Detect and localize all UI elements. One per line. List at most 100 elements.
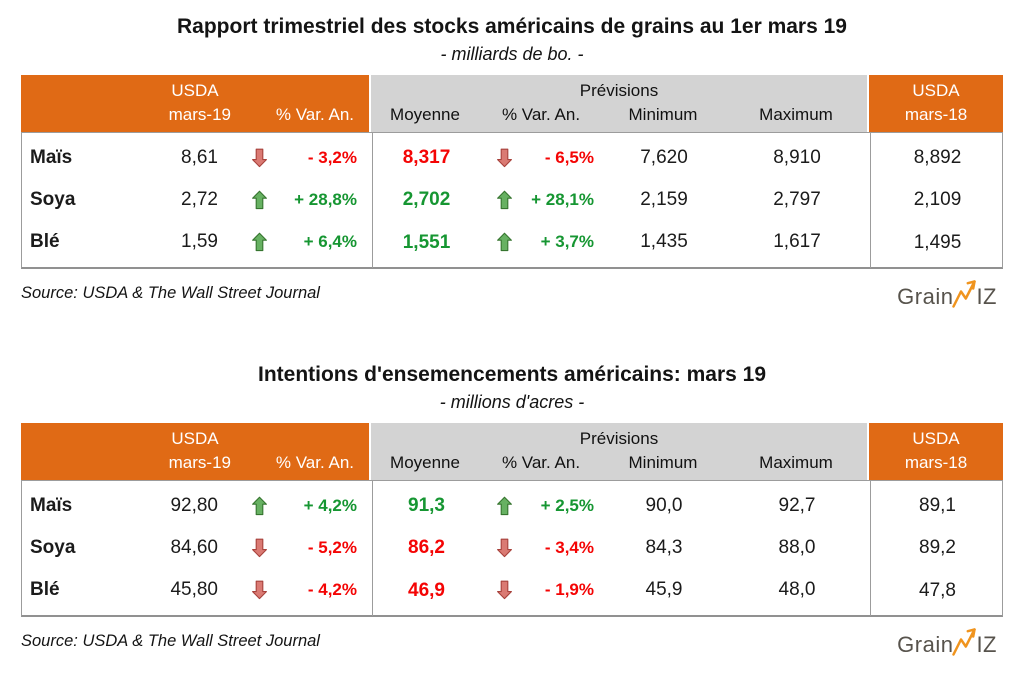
prevision-min: 45,9 [645,579,683,601]
table-header: USDA mars-19 % Var. An. Prévisions Moyen… [21,75,1003,133]
prevision-min: 1,435 [640,231,688,253]
usda-var-pct: - 5,2% [307,538,357,558]
header-group-usda-mars19: USDA mars-19 % Var. An. [21,75,371,133]
trend-arrow-icon [480,527,528,569]
table-header: USDA mars-19 % Var. An. Prévisions Moyen… [21,423,1003,481]
usda-mars18-value: 8,892 [870,132,1004,184]
trend-arrow-icon [232,137,287,179]
usda-mars18-value: 89,2 [870,523,1004,574]
header-pct-var: % Var. An. [501,105,581,125]
header-mars18: mars-18 [904,105,968,125]
trend-arrow-icon [480,485,528,527]
prevision-var-pct: + 3,7% [540,232,594,252]
prevision-moyenne: 86,2 [372,523,480,574]
prevision-min: 7,620 [640,147,688,169]
usda-mars19-value: 45,80 [170,579,218,601]
table-body: Maïs 8,61 - 3,2% 8,317 - 6,5% 7,620 8,91… [21,132,1004,270]
header-previsions: Prévisions [579,81,659,101]
prevision-var-pct: + 2,5% [540,496,594,516]
usda-mars19-value: 92,80 [170,495,218,517]
prevision-min: 84,3 [645,537,683,559]
prevision-max: 1,617 [773,231,821,253]
header-group-usda-mars18: USDA mars-18 [869,423,1003,481]
header-mars19: mars-19 [168,105,231,125]
trend-arrow-icon [232,527,287,569]
prevision-moyenne: 46,9 [372,565,480,617]
table-body: Maïs 92,80 + 4,2% 91,3 + 2,5% 90,0 92,7 … [21,480,1003,618]
header-group-usda-mars19: USDA mars-19 % Var. An. [21,423,371,481]
stocks-table: USDA mars-19 % Var. An. Prévisions Moyen… [21,75,1004,270]
header-pct-var: % Var. An. [501,453,581,473]
prevision-max: 48,0 [778,579,816,601]
trend-arrow-icon [232,179,287,221]
header-group-previsions: Prévisions Moyenne % Var. An. Minimum Ma… [371,423,869,481]
intentions-table: USDA mars-19 % Var. An. Prévisions Moyen… [21,423,1003,618]
source-note: Source: USDA & The Wall Street Journal [21,284,320,303]
grainwiz-arrow-icon [952,628,977,657]
prevision-var-pct: - 3,4% [544,538,594,558]
source-note: Source: USDA & The Wall Street Journal [21,632,320,651]
prevision-min: 90,0 [645,495,683,517]
prevision-var-pct: - 1,9% [544,580,594,600]
usda-mars19-value: 84,60 [170,537,218,559]
logo-text-iz: IZ [976,632,997,658]
prevision-max: 88,0 [778,537,816,559]
usda-mars18-value: 1,495 [870,217,1004,269]
usda-mars19-value: 8,61 [181,147,218,169]
header-usda-right: USDA [912,81,960,101]
prevision-var-pct: - 6,5% [544,148,594,168]
prevision-moyenne: 91,3 [372,480,480,532]
header-maximum: Maximum [759,105,833,125]
header-pct-var-left: % Var. An. [275,453,354,473]
header-mars18: mars-18 [904,453,968,473]
header-previsions: Prévisions [579,429,659,449]
logo-text-grain: Grain [897,284,954,310]
prevision-moyenne: 2,702 [372,175,480,226]
usda-mars18-value: 89,1 [870,480,1004,532]
row-label: Blé [30,231,60,253]
usda-mars18-value: 47,8 [870,565,1004,617]
trend-arrow-icon [232,485,287,527]
trend-arrow-icon [480,137,528,179]
usda-mars18-value: 2,109 [870,175,1004,226]
usda-mars19-value: 2,72 [181,189,218,211]
usda-var-pct: - 3,2% [307,148,357,168]
trend-arrow-icon [480,221,528,263]
header-minimum: Minimum [628,453,698,473]
prevision-max: 2,797 [773,189,821,211]
report-section-stocks: Rapport trimestriel des stocks américain… [0,0,1024,308]
usda-var-pct: + 4,2% [303,496,357,516]
table-row: Blé 45,80 - 4,2% 46,9 - 1,9% 45,9 48,0 4… [22,565,1002,617]
usda-mars19-value: 1,59 [181,231,218,253]
row-label: Blé [30,579,60,601]
logo-text-iz: IZ [976,284,997,310]
report-section-intentions: Intentions d'ensemencements américains: … [0,362,1024,658]
table-row: Blé 1,59 + 6,4% 1,551 + 3,7% 1,435 1,617… [22,217,1002,269]
trend-arrow-icon [232,569,287,611]
header-maximum: Maximum [759,453,833,473]
table-row: Soya 84,60 - 5,2% 86,2 - 3,4% 84,3 88,0 … [22,523,1002,574]
header-usda-left: USDA [171,81,219,101]
header-group-previsions: Prévisions Moyenne % Var. An. Minimum Ma… [371,75,869,133]
logo-text-grain: Grain [897,632,954,658]
unit-subtitle: - millions d'acres - [439,392,585,413]
usda-var-pct: + 28,8% [294,190,357,210]
prevision-var-pct: + 28,1% [531,190,594,210]
header-minimum: Minimum [628,105,698,125]
usda-var-pct: - 4,2% [307,580,357,600]
grainwiz-logo: Grain IZ [897,277,997,308]
table-row: Maïs 92,80 + 4,2% 91,3 + 2,5% 90,0 92,7 … [22,480,1002,532]
header-moyenne: Moyenne [390,453,460,473]
header-group-usda-mars18: USDA mars-18 [869,75,1003,133]
trend-arrow-icon [480,569,528,611]
header-pct-var-left: % Var. An. [275,105,354,125]
grainwiz-arrow-icon [952,280,977,308]
header-moyenne: Moyenne [390,105,460,125]
header-mars19: mars-19 [168,453,231,473]
prevision-max: 92,7 [778,495,816,517]
trend-arrow-icon [232,221,287,263]
usda-var-pct: + 6,4% [303,232,357,252]
row-label: Soya [30,537,76,559]
page-title: Intentions d'ensemencements américains: … [257,363,767,387]
header-usda-right: USDA [912,429,960,449]
